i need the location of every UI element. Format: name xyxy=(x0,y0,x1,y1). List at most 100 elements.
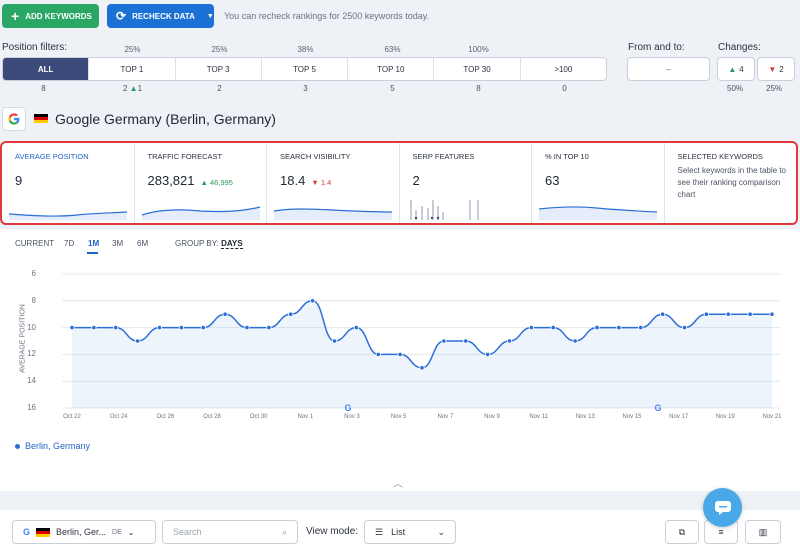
filter-top5[interactable]: TOP 5 xyxy=(262,58,349,80)
y-tick-label: 16 xyxy=(27,403,36,412)
data-point xyxy=(331,338,338,344)
data-point xyxy=(69,324,75,331)
x-tick-label: Nov 11 xyxy=(529,414,548,420)
group-by: GROUP BY: DAYS xyxy=(175,239,243,249)
filter-top30[interactable]: TOP 30 xyxy=(434,58,521,80)
changes-down-button[interactable]: ▼ 2 xyxy=(757,57,795,81)
metric-label: % IN TOP 10 xyxy=(545,152,589,161)
columns-button[interactable]: ▥ xyxy=(745,520,781,544)
engine-label: Berlin, Ger... xyxy=(56,527,107,537)
filter-count: 5 xyxy=(390,84,395,93)
view-mode-value: List xyxy=(391,527,406,537)
active-range-indicator xyxy=(87,252,98,254)
view-mode-select[interactable]: ☰ List ⌄ xyxy=(364,520,456,544)
filter-top1[interactable]: TOP 1 xyxy=(89,58,176,80)
data-point xyxy=(375,351,381,358)
data-point xyxy=(572,338,578,344)
data-point xyxy=(178,324,184,331)
data-point xyxy=(747,311,753,317)
metric-label: SELECTED KEYWORDS xyxy=(677,152,763,161)
x-tick-label: Oct 22 xyxy=(63,414,81,420)
filter-pct: 25% xyxy=(124,45,141,54)
recheck-data-button[interactable]: ⟳ RECHECK DATA ▼ xyxy=(107,4,214,28)
copy-icon: ⧉ xyxy=(678,526,686,537)
data-point xyxy=(528,324,534,331)
sparkline xyxy=(141,206,260,220)
search-icon: ⌕ xyxy=(281,526,287,537)
data-point xyxy=(638,324,644,331)
metric-label: SEARCH VISIBILITY xyxy=(280,152,351,161)
data-point xyxy=(244,324,250,331)
data-point xyxy=(222,311,228,317)
filter-top3[interactable]: TOP 3 xyxy=(176,58,262,80)
metric-traffic-forecast[interactable]: TRAFFIC FORECAST 283,821 ▲ 46,995 xyxy=(135,143,267,223)
data-point xyxy=(266,324,272,331)
data-point xyxy=(703,311,709,317)
position-chart[interactable]: Oct 22 Oct 24 Oct 26 Oct 28 Oct 30 Nov 1 Nov 3… xyxy=(0,262,800,428)
metric-percent-top10[interactable]: % IN TOP 10 63 xyxy=(532,143,665,223)
filter-pct: 25% xyxy=(211,45,228,54)
x-tick-label: Nov 15 xyxy=(622,414,642,420)
data-point xyxy=(769,311,775,317)
x-tick-label: Oct 26 xyxy=(156,414,174,420)
range-7d[interactable]: 7D xyxy=(64,239,75,248)
chart-legend[interactable]: Berlin, Germany xyxy=(15,441,90,451)
x-tick-label: Nov 17 xyxy=(669,414,689,420)
refresh-icon: ⟳ xyxy=(116,9,127,23)
range-3m[interactable]: 3M xyxy=(112,239,124,248)
data-point xyxy=(594,324,600,331)
changes-up-button[interactable]: ▲ 4 xyxy=(717,57,755,81)
y-tick-label: 14 xyxy=(27,376,36,386)
legend-label: Berlin, Germany xyxy=(25,441,91,451)
google-icon[interactable] xyxy=(2,107,26,131)
data-point xyxy=(397,351,403,358)
data-point xyxy=(660,311,666,317)
filter-count: 8 xyxy=(41,84,46,93)
data-point xyxy=(681,324,688,331)
add-keywords-button[interactable]: + ADD KEYWORDS xyxy=(2,4,99,28)
arrow-up-icon: ▲ xyxy=(728,64,737,74)
filter-count: 2 ▲1 xyxy=(122,84,143,93)
add-keywords-label: ADD KEYWORDS xyxy=(25,11,92,21)
plus-icon: + xyxy=(11,8,20,24)
data-point xyxy=(135,338,141,344)
chat-icon xyxy=(714,500,731,515)
changes-label: Changes: xyxy=(718,42,761,53)
x-tick-label: Nov 7 xyxy=(437,414,453,420)
serp-bars xyxy=(409,200,479,220)
data-point xyxy=(91,324,97,331)
filter-top10[interactable]: TOP 10 xyxy=(348,58,435,80)
search-input[interactable]: Search ⌕ xyxy=(162,520,298,544)
x-tick-label: Oct 30 xyxy=(250,414,268,420)
list-icon: ☰ xyxy=(375,526,384,537)
group-by-days[interactable]: DAYS xyxy=(221,239,243,249)
range-current[interactable]: CURRENT xyxy=(15,239,55,248)
metric-label: AVERAGE POSITION xyxy=(15,152,89,161)
data-point xyxy=(200,324,206,331)
from-to-input[interactable]: – xyxy=(627,57,710,81)
data-point xyxy=(310,298,316,304)
metric-label: SERP FEATURES xyxy=(412,152,475,161)
copy-button[interactable]: ⧉ xyxy=(665,520,699,544)
metric-average-position[interactable]: AVERAGE POSITION 9 xyxy=(2,143,135,223)
data-point xyxy=(506,338,513,344)
arrow-down-icon: ▼ xyxy=(768,64,777,74)
chat-button[interactable] xyxy=(703,488,742,527)
engine-selector[interactable]: G Berlin, Ger... DE ⌄ xyxy=(12,520,156,544)
metric-change: ▼ 1.4 xyxy=(311,178,332,187)
metric-search-visibility[interactable]: SEARCH VISIBILITY 18.4 ▼ 1.4 xyxy=(267,143,400,223)
filter-over100[interactable]: >100 xyxy=(554,64,573,74)
range-6m[interactable]: 6M xyxy=(137,239,149,248)
google-update-icon: G xyxy=(344,403,351,413)
x-tick-label: Nov 5 xyxy=(391,414,407,420)
chevron-up-icon[interactable]: ︿ xyxy=(393,479,403,490)
metric-value: 18.4 xyxy=(280,173,306,188)
y-tick-label: 12 xyxy=(27,349,36,359)
filter-all[interactable]: ALL xyxy=(3,58,90,80)
metric-serp-features[interactable]: SERP FEATURES 2 xyxy=(400,143,532,223)
chevron-down-icon: ▼ xyxy=(206,12,214,20)
data-point xyxy=(419,365,425,371)
search-placeholder: Search xyxy=(173,527,202,537)
range-1m[interactable]: 1M xyxy=(88,239,100,248)
filter-icon: ≡ xyxy=(718,527,724,537)
